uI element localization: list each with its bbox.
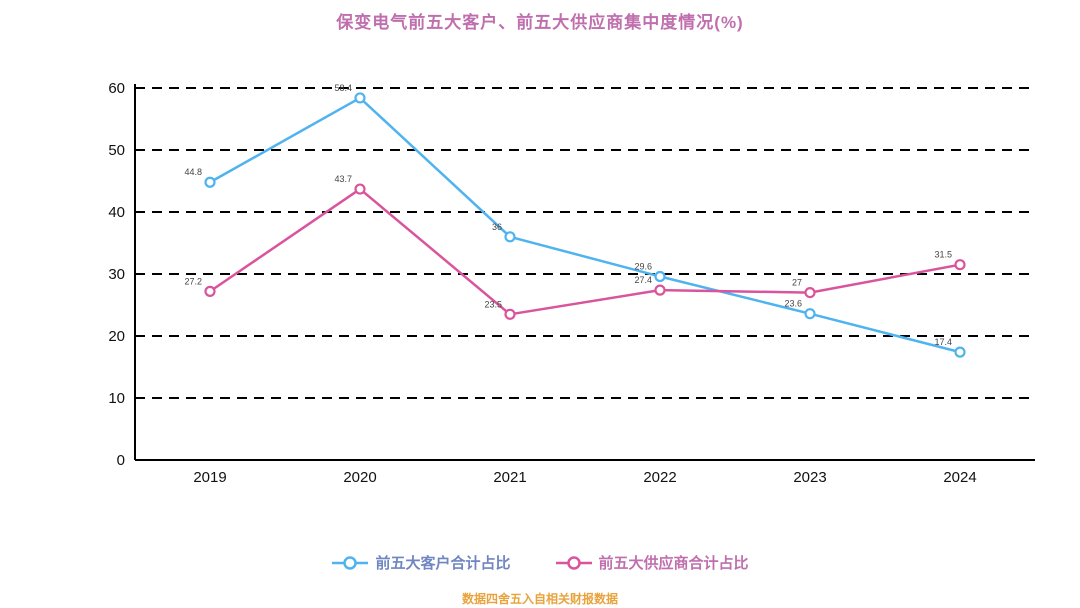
chart-legend: 前五大客户合计占比 前五大供应商合计占比 (0, 552, 1080, 573)
x-tick-label-2024: 2024 (943, 469, 976, 486)
point-label-1-2023: 27 (792, 278, 802, 288)
line-chart-plot-area: 0 10 20 30 40 50 60 2019 2020 2021 2022 2023 2024 44.… (108, 80, 1035, 486)
y-tick-label-20: 20 (108, 328, 125, 345)
y-tick-label-40: 40 (108, 204, 125, 221)
point-label-1-2024: 31.5 (934, 250, 952, 260)
point-label-0-2019: 44.8 (184, 167, 202, 177)
data-point-0-2020 (354, 92, 366, 104)
point-label-0-2021: 36 (492, 222, 502, 232)
suppliers-series-marker-icon (555, 555, 592, 570)
point-label-0-2020: 58.4 (334, 83, 352, 93)
data-point-1-2021 (504, 308, 516, 320)
data-point-1-2019 (204, 285, 216, 297)
series-line-1 (209, 187, 961, 316)
y-tick-label-60: 60 (108, 80, 125, 97)
point-label-1-2020: 43.7 (334, 174, 352, 184)
y-tick-label-50: 50 (108, 142, 125, 159)
legend-label-customers: 前五大客户合计占比 (375, 555, 511, 572)
x-tick-label-2022: 2022 (643, 469, 676, 486)
data-point-0-2024 (954, 346, 966, 358)
data-point-1-2022 (654, 284, 666, 296)
legend-label-suppliers: 前五大供应商合计占比 (598, 555, 749, 572)
point-label-0-2022: 29.6 (634, 261, 652, 271)
x-tick-label-2021: 2021 (493, 469, 526, 486)
data-point-1-2020 (354, 183, 366, 195)
legend-item-customers: 前五大客户合计占比 (331, 552, 511, 573)
y-tick-label-0: 0 (117, 452, 125, 469)
y-tick-label-10: 10 (108, 390, 125, 407)
data-point-1-2024 (954, 259, 966, 271)
data-point-0-2022 (654, 270, 666, 283)
chart-footnote: 数据四舍五入自相关财报数据 (461, 592, 618, 606)
customers-series-marker-icon (332, 555, 369, 570)
y-tick-label-30: 30 (108, 266, 125, 283)
legend-item-suppliers: 前五大供应商合计占比 (555, 552, 749, 573)
point-label-0-2023: 23.6 (784, 299, 802, 309)
chart-title: 保变电气前五大客户、前五大供应商集中度情况(%) (336, 13, 744, 32)
data-point-0-2019 (204, 176, 216, 188)
point-label-1-2021: 23.5 (484, 299, 502, 309)
data-point-0-2021 (504, 231, 516, 243)
x-tick-label-2023: 2023 (793, 469, 826, 486)
point-label-0-2024: 17.4 (934, 337, 952, 347)
point-label-1-2022: 27.4 (634, 275, 652, 285)
data-point-1-2023 (804, 287, 816, 299)
data-point-0-2023 (804, 308, 816, 320)
series-line-0 (209, 96, 961, 354)
x-tick-label-2019: 2019 (193, 469, 226, 486)
point-label-1-2019: 27.2 (184, 276, 202, 286)
x-tick-label-2020: 2020 (343, 469, 376, 486)
